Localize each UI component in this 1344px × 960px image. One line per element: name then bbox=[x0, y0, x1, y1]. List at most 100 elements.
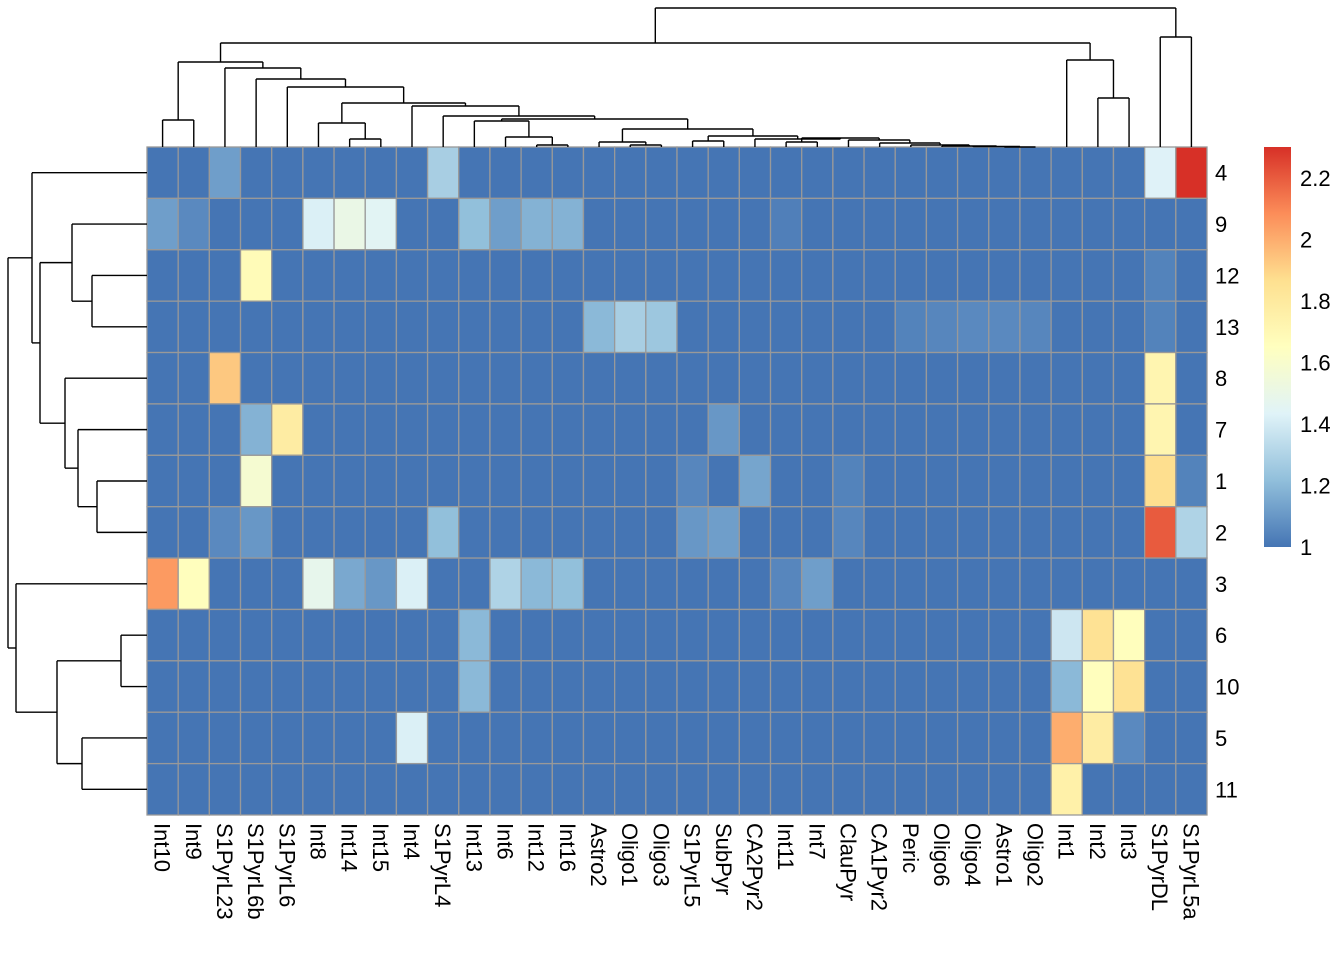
row-label: 5 bbox=[1215, 726, 1227, 751]
column-label: S1PyrL4 bbox=[430, 823, 455, 907]
cell-5-Int1 bbox=[1050, 711, 1083, 765]
cell-11-Int10 bbox=[146, 762, 179, 816]
cell-9-Int10 bbox=[146, 197, 179, 251]
cell-12-S1PyrL5a bbox=[1175, 249, 1208, 302]
cell-13-Int12 bbox=[520, 300, 553, 354]
cell-3-Oligo4 bbox=[956, 557, 990, 611]
cell-9-Oligo2 bbox=[1019, 197, 1052, 251]
cell-6-Astro2 bbox=[582, 608, 616, 662]
cell-6-S1PyrL6b bbox=[239, 608, 273, 662]
column-label: Int4 bbox=[399, 823, 424, 860]
cell-11-Int7 bbox=[801, 762, 834, 816]
cell-4-Int16 bbox=[551, 146, 585, 200]
column-label: Int3 bbox=[1116, 823, 1141, 860]
cell-8-Int1 bbox=[1050, 351, 1083, 405]
column-label: Int9 bbox=[181, 823, 206, 860]
row-label: 3 bbox=[1215, 572, 1227, 597]
cell-8-Int3 bbox=[1112, 351, 1146, 405]
cell-6-Int16 bbox=[551, 608, 585, 662]
cell-4-S1PyrL5a bbox=[1175, 146, 1208, 200]
cell-9-Int15 bbox=[364, 197, 398, 251]
cell-2-Int7 bbox=[801, 506, 834, 559]
cell-1-Oligo6 bbox=[925, 454, 959, 508]
cell-13-Int15 bbox=[364, 300, 398, 354]
cell-12-Int3 bbox=[1112, 249, 1146, 302]
cell-1-S1PyrL5a bbox=[1175, 454, 1208, 508]
cell-10-Int15 bbox=[364, 660, 398, 713]
cell-5-Int2 bbox=[1081, 711, 1115, 765]
cell-13-S1PyrL6b bbox=[239, 300, 273, 354]
column-label: Oligo3 bbox=[648, 823, 673, 887]
cell-13-Peric bbox=[894, 300, 928, 354]
cell-6-Int14 bbox=[333, 608, 366, 662]
cell-2-Int13 bbox=[458, 506, 491, 559]
cell-4-Astro1 bbox=[988, 146, 1021, 200]
cell-5-Peric bbox=[894, 711, 928, 765]
cell-8-S1PyrL6 bbox=[271, 351, 304, 405]
cell-2-SubPyr bbox=[707, 506, 741, 559]
cell-6-Oligo2 bbox=[1019, 608, 1052, 662]
cell-7-Int7 bbox=[801, 403, 834, 456]
cell-9-Int7 bbox=[801, 197, 834, 251]
cell-13-Oligo4 bbox=[956, 300, 990, 354]
cell-5-Astro2 bbox=[582, 711, 616, 765]
legend-tick-label: 2.2 bbox=[1300, 166, 1331, 191]
cell-6-Int6 bbox=[489, 608, 522, 662]
cell-4-Int9 bbox=[177, 146, 211, 200]
cell-5-Oligo6 bbox=[925, 711, 959, 765]
cell-9-CA2Pyr2 bbox=[738, 197, 772, 251]
cell-3-Peric bbox=[894, 557, 928, 611]
cell-3-Astro2 bbox=[582, 557, 616, 611]
cell-6-S1PyrDL bbox=[1143, 608, 1177, 662]
cell-12-Int13 bbox=[458, 249, 491, 302]
cell-8-Int7 bbox=[801, 351, 834, 405]
cell-6-Astro1 bbox=[988, 608, 1021, 662]
cell-2-S1PyrL5a bbox=[1175, 506, 1208, 559]
cell-5-Int16 bbox=[551, 711, 585, 765]
row-label: 1 bbox=[1215, 469, 1227, 494]
cell-5-ClauPyr bbox=[832, 711, 865, 765]
cell-13-Oligo3 bbox=[645, 300, 678, 354]
cell-5-Int8 bbox=[302, 711, 335, 765]
cell-6-S1PyrL4 bbox=[426, 608, 460, 662]
cell-1-S1PyrL6 bbox=[271, 454, 304, 508]
cell-8-Oligo6 bbox=[925, 351, 959, 405]
legend-tick-label: 1.6 bbox=[1300, 350, 1331, 375]
cell-12-Oligo6 bbox=[925, 249, 959, 302]
column-label: ClauPyr bbox=[835, 823, 860, 901]
cell-11-Int6 bbox=[489, 762, 522, 816]
cell-9-Astro1 bbox=[988, 197, 1021, 251]
cell-5-CA2Pyr2 bbox=[738, 711, 772, 765]
legend-tick-label: 1.4 bbox=[1300, 412, 1331, 437]
cell-6-CA1Pyr2 bbox=[863, 608, 896, 662]
row-label: 2 bbox=[1215, 520, 1227, 545]
cell-13-Int13 bbox=[458, 300, 491, 354]
cell-10-CA1Pyr2 bbox=[863, 660, 896, 713]
cell-2-S1PyrL23 bbox=[208, 506, 242, 559]
cell-7-Int6 bbox=[489, 403, 522, 456]
cell-8-Oligo1 bbox=[613, 351, 647, 405]
cell-10-Int6 bbox=[489, 660, 522, 713]
cell-13-Int14 bbox=[333, 300, 366, 354]
cell-1-S1PyrL5 bbox=[676, 454, 709, 508]
cell-3-Int14 bbox=[333, 557, 366, 611]
cell-3-CA2Pyr2 bbox=[738, 557, 772, 611]
cell-7-S1PyrL4 bbox=[426, 403, 460, 456]
cell-1-S1PyrL23 bbox=[208, 454, 242, 508]
cell-4-S1PyrDL bbox=[1143, 146, 1177, 200]
cell-3-Int15 bbox=[364, 557, 398, 611]
cell-7-Int1 bbox=[1050, 403, 1083, 456]
cell-13-Astro2 bbox=[582, 300, 616, 354]
cell-6-Int10 bbox=[146, 608, 179, 662]
cell-13-Int16 bbox=[551, 300, 585, 354]
cell-11-Int8 bbox=[302, 762, 335, 816]
column-label: S1PyrL23 bbox=[212, 823, 237, 920]
cell-13-SubPyr bbox=[707, 300, 741, 354]
cell-2-Int3 bbox=[1112, 506, 1146, 559]
cell-9-Oligo6 bbox=[925, 197, 959, 251]
cell-10-Oligo3 bbox=[645, 660, 678, 713]
column-label: S1PyrL6b bbox=[243, 823, 268, 920]
cell-9-CA1Pyr2 bbox=[863, 197, 896, 251]
cell-13-Oligo6 bbox=[925, 300, 959, 354]
cell-7-Oligo1 bbox=[613, 403, 647, 456]
